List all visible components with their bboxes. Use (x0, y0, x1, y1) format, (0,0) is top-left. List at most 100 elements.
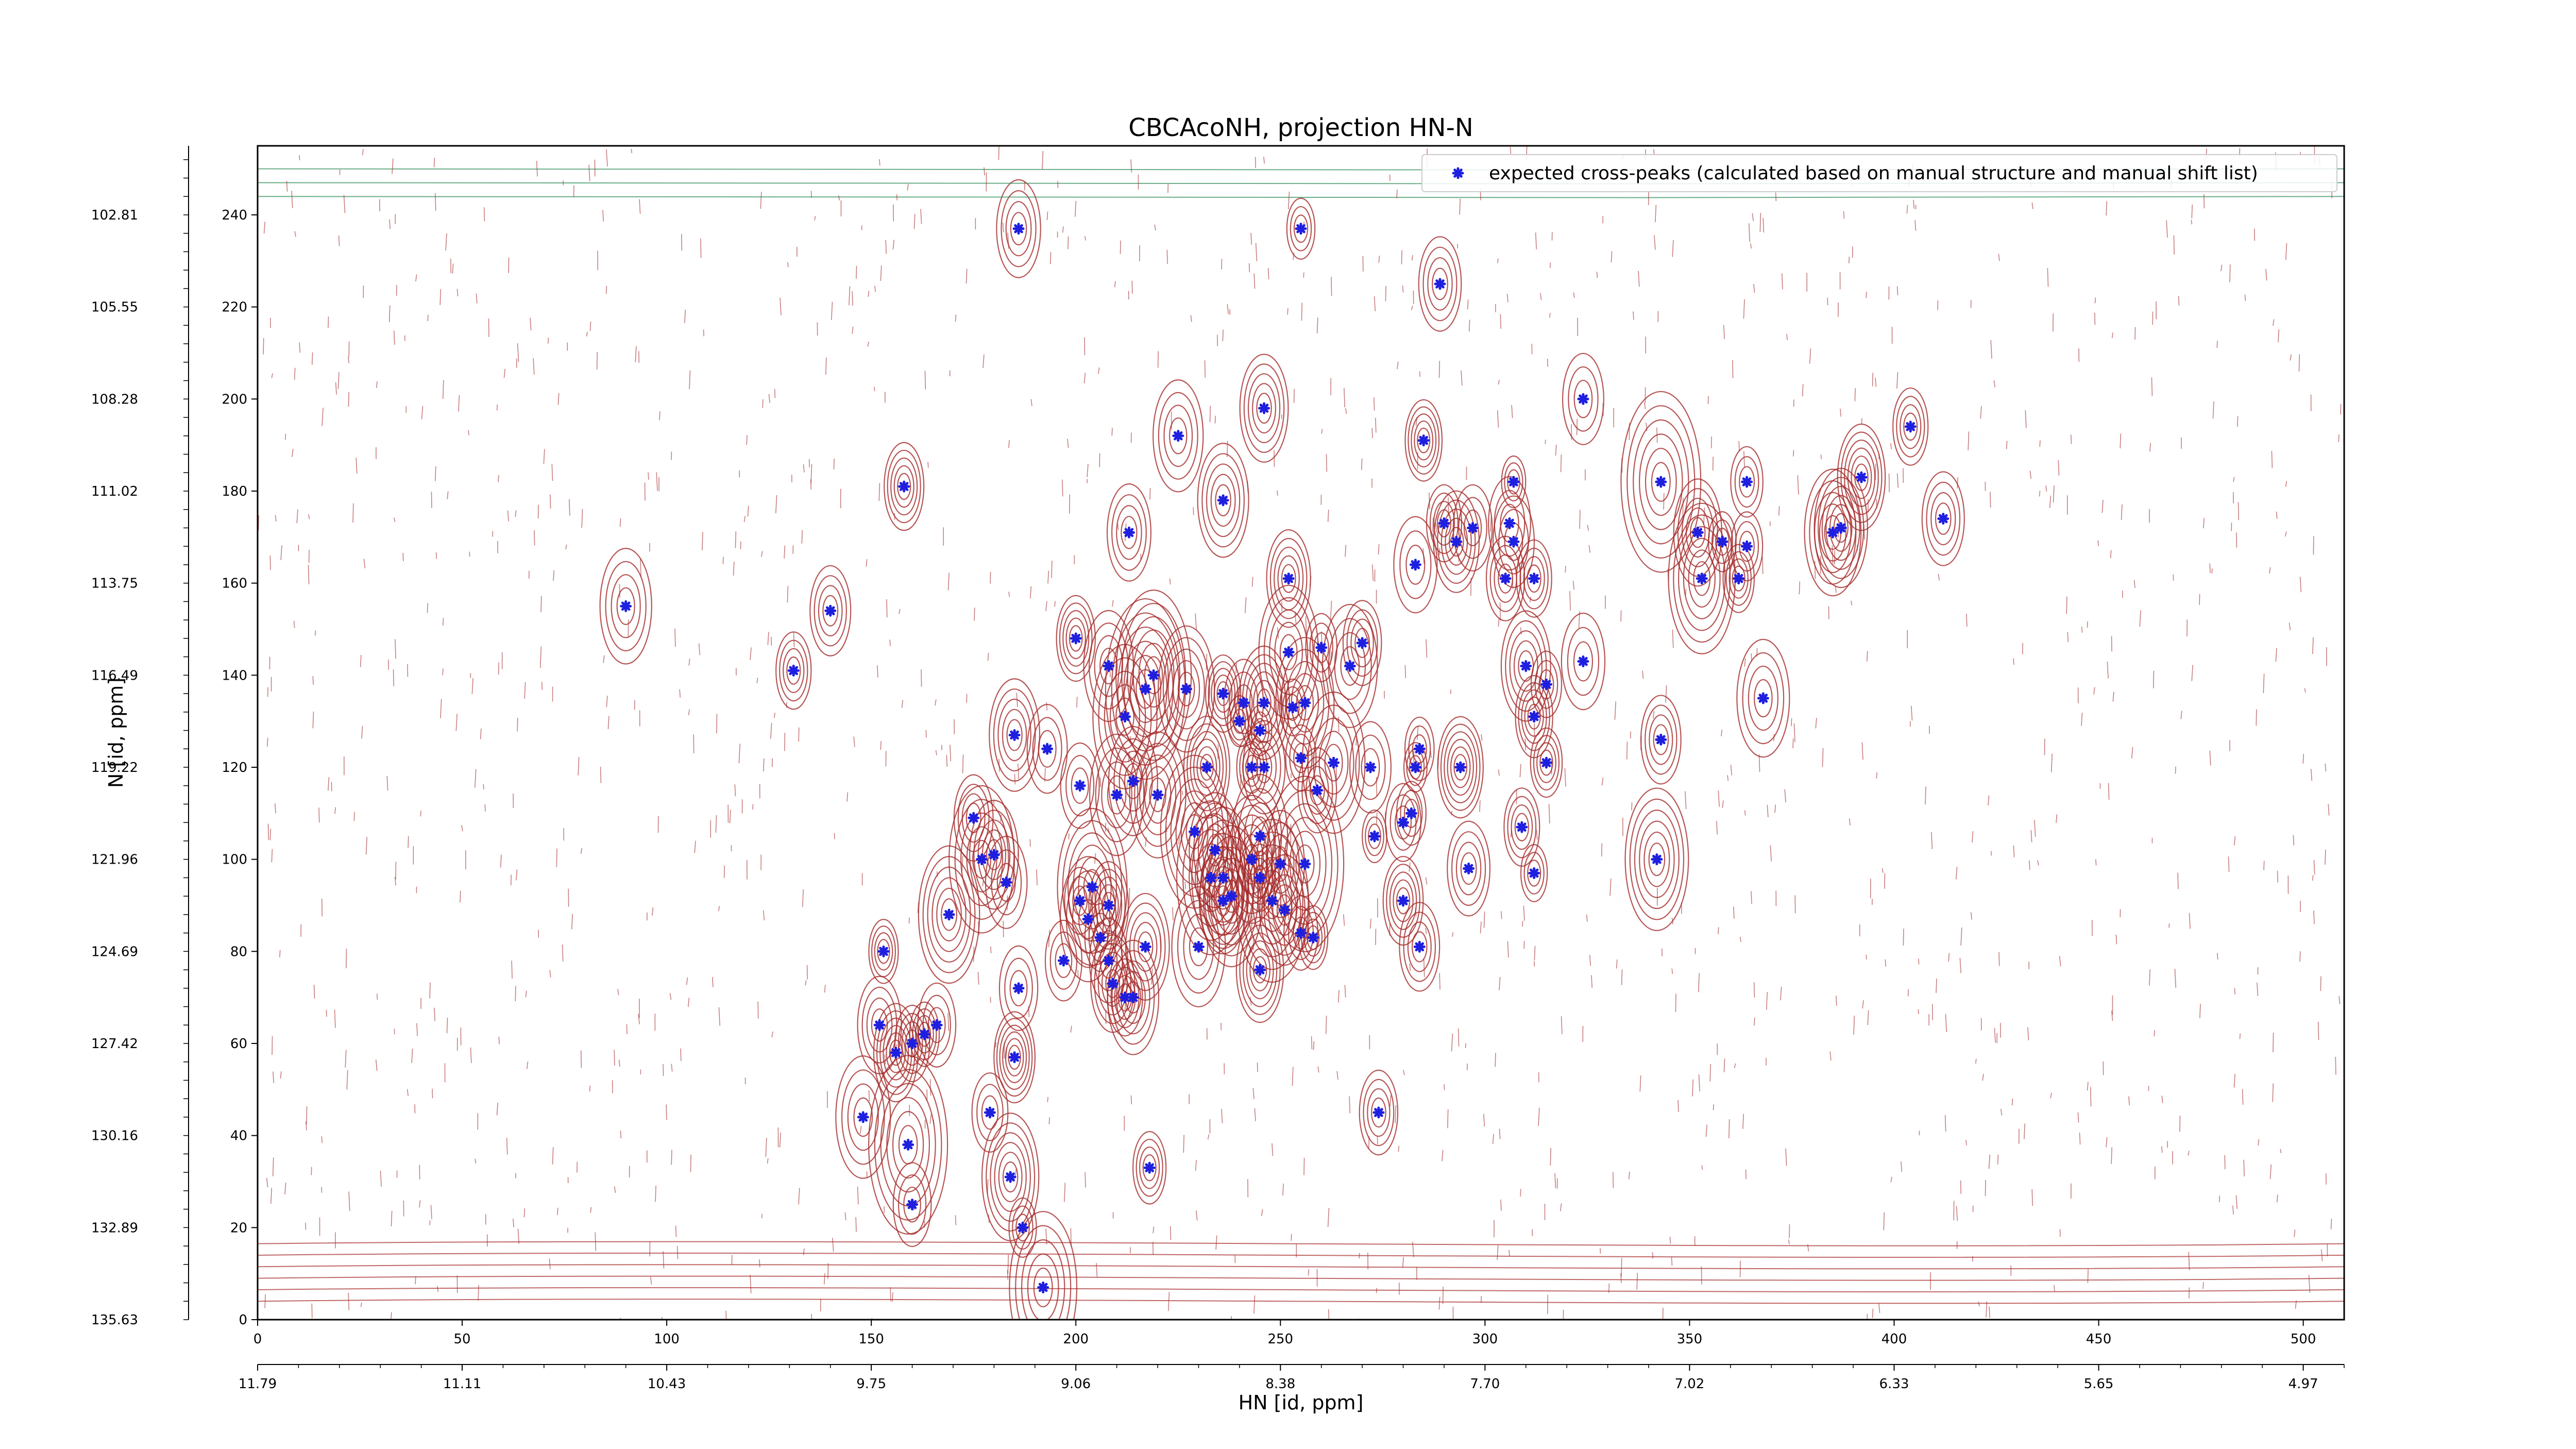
noise-contour (1411, 255, 1413, 261)
noise-contour (541, 682, 543, 690)
noise-contour (2025, 410, 2027, 428)
noise-contour (569, 499, 570, 516)
cross-peak-marker (1037, 1281, 1049, 1293)
noise-contour (1277, 627, 1279, 639)
noise-contour (549, 970, 551, 978)
noise-contour (338, 235, 340, 246)
noise-contour (1743, 299, 1745, 319)
noise-contour (2310, 769, 2313, 781)
peak-contour (917, 982, 957, 1068)
noise-contour (1970, 912, 1973, 920)
peak-contour (1005, 1038, 1024, 1076)
noise-contour (1046, 702, 1048, 711)
noise-contour (2013, 845, 2015, 857)
peak-contour (1739, 531, 1755, 562)
noise-contour (1986, 1301, 1988, 1318)
x-ppm-label: 4.97 (2289, 1376, 2318, 1392)
peak-contour (1417, 427, 1431, 453)
noise-contour (1029, 586, 1032, 599)
noise-contour (1809, 348, 1811, 364)
noise-contour (365, 837, 368, 855)
peak-contour (912, 1008, 937, 1060)
noise-contour (549, 1258, 551, 1270)
noise-contour (1374, 296, 1376, 312)
cross-peak-marker (1147, 669, 1160, 681)
cross-peak-marker (1139, 683, 1151, 695)
peak-contour (1447, 820, 1491, 917)
noise-contour (1049, 252, 1052, 264)
noise-contour (2070, 434, 2072, 444)
noise-contour (775, 495, 777, 514)
noise-contour (2131, 747, 2133, 759)
noise-contour (628, 619, 629, 637)
noise-contour (656, 472, 658, 491)
cross-peak-marker (1368, 830, 1381, 843)
x-tick-label: 200 (1063, 1332, 1089, 1347)
peak-contour (1199, 825, 1263, 968)
noise-contour (1074, 200, 1077, 217)
noise-contour (1301, 302, 1303, 321)
noise-contour (1330, 651, 1332, 666)
noise-contour (1252, 815, 1253, 829)
noise-contour (1994, 1028, 1996, 1043)
peak-contour (1385, 783, 1421, 862)
cross-peak-marker (918, 1028, 930, 1040)
noise-contour (296, 509, 298, 524)
noise-contour (478, 1285, 480, 1301)
peak-contour (1286, 197, 1316, 260)
peak-contour (1804, 468, 1862, 597)
noise-contour (770, 722, 772, 739)
noise-contour (2233, 477, 2235, 482)
noise-contour (1003, 920, 1004, 937)
noise-contour (1990, 340, 1992, 359)
noise-contour (1692, 1079, 1693, 1097)
peak-contour (886, 1097, 930, 1193)
noise-contour (1321, 429, 1323, 434)
y-ppm-label: 116.49 (91, 668, 138, 683)
noise-contour (1047, 1097, 1049, 1102)
y-ppm-label: 130.16 (91, 1128, 138, 1144)
cross-peak-marker (1074, 895, 1086, 907)
noise-contour (1435, 523, 1437, 533)
noise-contour (434, 1007, 436, 1021)
peak-contour (1049, 931, 1078, 990)
noise-contour (1426, 639, 1428, 658)
noise-contour (2328, 804, 2330, 816)
peak-contour (1447, 738, 1474, 796)
noise-contour (1506, 293, 1509, 302)
noise-contour (1108, 828, 1110, 833)
cross-peak-marker (1057, 954, 1070, 967)
peak-contour (1183, 914, 1214, 980)
peak-contour (1142, 1154, 1157, 1182)
noise-contour (2081, 712, 2083, 726)
peak-contour (996, 179, 1041, 278)
noise-contour (1345, 545, 1347, 557)
cross-peak-marker (1192, 940, 1205, 953)
peak-contour (1334, 632, 1366, 700)
noise-contour (1017, 849, 1019, 857)
noise-contour (1739, 936, 1741, 942)
x-tick-label: 150 (858, 1332, 884, 1347)
peak-contour (1069, 625, 1083, 652)
noise-contour (1014, 773, 1016, 785)
noise-contour (432, 1088, 433, 1099)
noise-contour (1152, 1241, 1154, 1255)
noise-contour (760, 192, 762, 209)
peak-contour (993, 688, 1036, 782)
y-axis-label: N [id, ppm] (105, 678, 127, 788)
noise-contour (263, 338, 264, 355)
noise-contour (1745, 1169, 1747, 1180)
noise-contour (292, 448, 294, 457)
noise-contour (990, 997, 991, 1003)
noise-contour (1067, 439, 1069, 448)
cross-peak-marker (1463, 863, 1475, 875)
noise-contour (2325, 763, 2327, 772)
noise-contour (2050, 753, 2053, 772)
noise-contour (1710, 436, 1712, 448)
noise-contour (1972, 831, 1974, 843)
noise-contour (995, 1042, 997, 1048)
peak-contour (1503, 787, 1540, 867)
peak-contour (1002, 1031, 1027, 1084)
noise-contour (1723, 325, 1725, 339)
noise-contour (503, 368, 506, 378)
